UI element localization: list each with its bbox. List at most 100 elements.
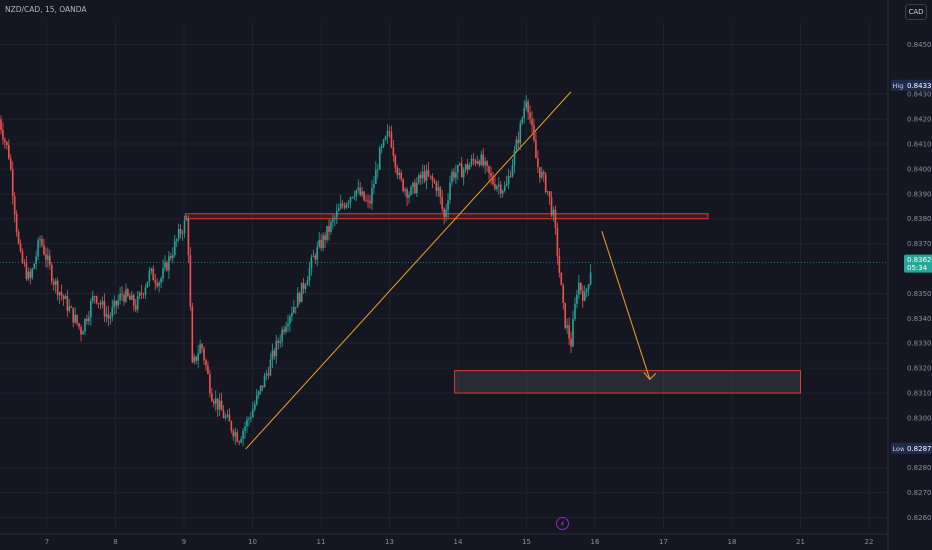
candle-body	[144, 287, 147, 295]
candle-body	[546, 191, 549, 193]
candle-body	[209, 373, 211, 394]
candle-body	[503, 185, 506, 191]
low-label: Low	[893, 445, 906, 453]
candle-body	[164, 262, 166, 268]
candle-body	[257, 391, 260, 396]
candle-body	[240, 439, 242, 443]
candle-body	[330, 221, 332, 232]
candle-body	[480, 154, 483, 165]
candle-body	[580, 282, 582, 291]
candle-body	[515, 139, 518, 150]
candle-body	[154, 280, 157, 284]
candle-body	[431, 176, 434, 181]
candle-body	[308, 267, 311, 281]
candle-body	[529, 112, 531, 119]
x-tick-label: 22	[865, 538, 874, 546]
x-tick-label: 15	[522, 538, 531, 546]
candle-body	[525, 101, 527, 108]
candle-body	[8, 145, 10, 159]
candle-body	[394, 155, 397, 168]
candle-body	[560, 272, 563, 286]
candle-body	[224, 416, 227, 418]
candle-body	[23, 262, 26, 264]
candle-body	[173, 240, 176, 256]
candle-body	[76, 314, 78, 324]
candle-body	[273, 350, 276, 357]
candle-body	[222, 410, 225, 418]
candle-body	[242, 430, 244, 440]
candle-body	[205, 360, 207, 366]
target-zone[interactable]	[454, 370, 801, 394]
candle-body	[265, 373, 268, 376]
candle-body	[499, 184, 502, 194]
candle-body	[353, 196, 356, 198]
candle-body	[74, 314, 76, 323]
candle-body	[585, 289, 588, 293]
x-tick-label: 11	[317, 538, 326, 546]
candle-body	[332, 218, 334, 222]
currency-button[interactable]: CAD	[905, 4, 927, 20]
candle-body	[523, 107, 526, 119]
candle-body	[384, 136, 387, 140]
candle-body	[361, 191, 363, 196]
candle-body	[72, 307, 75, 323]
candle-body	[64, 296, 67, 299]
candle-body	[310, 256, 313, 268]
candle-body	[263, 375, 266, 388]
candle-body	[373, 183, 375, 189]
x-tick-label: 21	[796, 538, 805, 546]
candle-body	[558, 256, 561, 273]
y-tick-label: 0.82600	[907, 514, 932, 522]
candle-body	[302, 282, 305, 289]
candle-body	[195, 356, 198, 361]
candle-body	[457, 165, 459, 173]
candle-body	[91, 296, 94, 302]
candle-body	[4, 139, 6, 142]
candle-body	[412, 182, 414, 187]
candle-body	[486, 161, 488, 166]
candle-body	[49, 255, 51, 265]
candle-body	[115, 300, 117, 306]
candle-body	[335, 211, 338, 218]
candle-body	[148, 270, 151, 282]
candle-body	[369, 200, 371, 204]
candle-body	[33, 263, 35, 269]
candle-body	[275, 340, 278, 357]
candle-body	[496, 186, 498, 189]
candle-body	[56, 280, 59, 296]
candle-body	[470, 158, 473, 165]
trendline[interactable]	[245, 91, 572, 450]
candle-body	[9, 158, 12, 170]
candle-body	[211, 393, 213, 402]
candle-body	[132, 295, 135, 306]
lightning-icon[interactable]: ⚡	[556, 517, 569, 530]
candle-body	[482, 154, 485, 166]
candle-body	[25, 263, 28, 279]
candle-body	[15, 213, 18, 232]
candle-body	[117, 300, 119, 306]
x-tick-label: 7	[45, 538, 49, 546]
candle-body	[230, 421, 233, 431]
candle-body	[228, 414, 231, 422]
candle-body	[43, 245, 45, 255]
candle-body	[90, 301, 92, 318]
candle-body	[472, 158, 475, 161]
candle-body	[347, 202, 350, 204]
last-price-value: 0.83624	[907, 256, 932, 264]
candle-body	[443, 208, 445, 218]
projection-arrow[interactable]	[601, 231, 651, 380]
candle-body	[566, 325, 568, 328]
candle-body	[460, 163, 463, 178]
candle-body	[101, 301, 104, 305]
candle-body	[17, 231, 20, 244]
candle-body	[193, 356, 196, 363]
candle-body	[261, 385, 264, 388]
high-value: 0.84336	[907, 82, 932, 90]
candle-body	[86, 318, 88, 322]
candle-body	[576, 294, 578, 304]
candle-body	[556, 227, 559, 257]
